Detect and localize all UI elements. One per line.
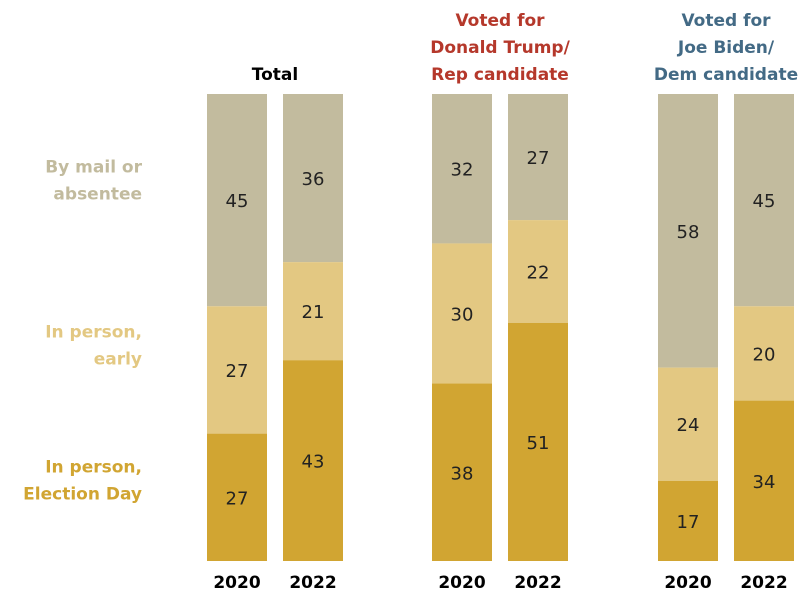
legend-label-1: By mail or: [45, 158, 142, 178]
group-title-2: Rep candidate: [431, 65, 569, 85]
group-title-3: Joe Biden/: [677, 38, 775, 58]
group-title-2: Voted for: [455, 11, 545, 31]
data-label: 43: [302, 452, 325, 473]
bar-segment-election-day: [283, 360, 343, 561]
data-label: 45: [753, 191, 776, 212]
bar-segment-early: [432, 243, 492, 384]
data-label: 36: [302, 169, 325, 190]
bar-segment-election-day: [432, 383, 492, 561]
bar-segment-early: [658, 367, 718, 481]
bar-segment-early: [283, 262, 343, 361]
data-label: 34: [753, 472, 776, 493]
data-label: 32: [451, 160, 474, 181]
group-title-2: Donald Trump/: [430, 38, 570, 58]
data-label: 27: [226, 488, 249, 509]
data-label: 22: [527, 262, 550, 283]
data-label: 17: [677, 512, 700, 533]
legend-label-3: In person,: [45, 458, 142, 478]
bar-segment-early: [508, 220, 568, 323]
data-label: 30: [451, 304, 474, 325]
legend-label-1: absentee: [53, 185, 142, 205]
bar-segment-election-day: [658, 480, 718, 561]
bar-segment-mail: [734, 94, 794, 307]
year-label: 2020: [213, 573, 260, 593]
data-label: 21: [302, 302, 325, 323]
data-label: 20: [753, 344, 776, 365]
data-label: 27: [527, 148, 550, 169]
group-title-1: Total: [252, 65, 298, 85]
data-label: 45: [226, 191, 249, 212]
legend-label-3: Election Day: [23, 485, 142, 505]
data-label: 58: [677, 222, 700, 243]
bar-segment-election-day: [734, 400, 794, 561]
bar-segment-mail: [283, 94, 343, 263]
bar-segment-mail: [432, 94, 492, 244]
group-title-3: Voted for: [681, 11, 771, 31]
legend-label-2: early: [94, 350, 142, 370]
data-label: 24: [677, 415, 700, 436]
bar-segment-early: [207, 306, 267, 434]
legend-label-2: In person,: [45, 323, 142, 343]
bar-segment-election-day: [508, 322, 568, 561]
bar-segment-mail: [658, 94, 718, 368]
year-label: 2020: [664, 573, 711, 593]
year-label: 2020: [438, 573, 485, 593]
year-label: 2022: [289, 573, 336, 593]
bar-segment-early: [734, 306, 794, 401]
data-label: 38: [451, 463, 474, 484]
data-label: 27: [226, 361, 249, 382]
year-label: 2022: [740, 573, 787, 593]
bar-segment-mail: [508, 94, 568, 221]
group-title-3: Dem candidate: [654, 65, 798, 85]
year-label: 2022: [514, 573, 561, 593]
bar-segment-mail: [207, 94, 267, 307]
data-label: 51: [527, 433, 550, 454]
bar-segment-election-day: [207, 433, 267, 561]
